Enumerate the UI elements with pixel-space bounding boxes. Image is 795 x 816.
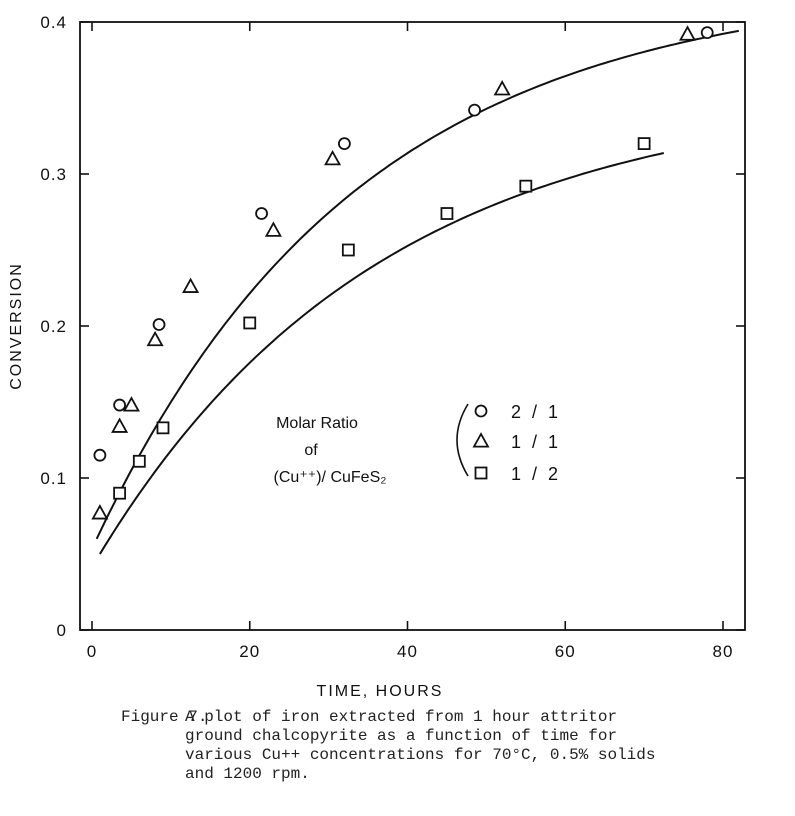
data-point-circle (152, 318, 166, 331)
trend-curve-2 (99, 152, 665, 555)
x-tick-label: 40 (397, 642, 418, 661)
plot-border (79, 21, 746, 631)
y-axis-title: CONVERSION (8, 262, 25, 390)
legend: Molar Ratio of (Cu⁺⁺)/ CuFeS₂ 2 / 1 1 / 1… (274, 402, 561, 486)
legend-title-line1: Molar Ratio (276, 415, 358, 432)
data-point-triangle (122, 396, 140, 412)
data-point-square (113, 486, 127, 500)
data-point-square (519, 179, 533, 193)
data-point-circle (700, 26, 714, 40)
data-point-square (156, 421, 170, 435)
y-tick-label: 0.4 (40, 13, 67, 32)
caption-text: A plot of iron extracted from 1 hour att… (185, 708, 656, 783)
legend-label: 2 / 1 (511, 402, 561, 422)
legend-marker-triangle (472, 432, 490, 448)
x-axis-title: TIME, HOURS (317, 683, 444, 700)
legend-marker-square (474, 466, 488, 480)
x-tick-label: 20 (239, 642, 260, 661)
data-point-square (341, 243, 355, 257)
legend-marker-circle (474, 404, 488, 418)
y-tick-label: 0.1 (40, 469, 67, 488)
data-point-triangle (91, 504, 109, 520)
y-tick-label: 0.2 (40, 317, 67, 336)
data-point-circle (255, 207, 268, 220)
tick-labels: 0 20 40 60 80 0 0.1 0.2 0.3 0.4 (40, 13, 734, 661)
data-point-triangle (264, 221, 282, 237)
chart-area: 0 20 40 60 80 0 0.1 0.2 0.3 0.4 TIME, HOURS CONVE… (8, 13, 746, 700)
y-tick-label: 0 (57, 621, 67, 640)
legend-title-line3: (Cu⁺⁺)/ CuFeS₂ (274, 469, 387, 486)
legend-label: 1 / 1 (511, 432, 561, 452)
data-point-triangle (146, 330, 164, 347)
data-point-triangle (678, 25, 697, 41)
y-tick-label: 0.3 (40, 165, 67, 184)
x-tick-label: 0 (87, 642, 97, 661)
data-point-square (637, 137, 651, 151)
data-point-triangle (324, 149, 342, 166)
legend-label: 1 / 2 (511, 464, 561, 484)
legend-brace (456, 403, 469, 477)
x-tick-label: 80 (713, 642, 734, 661)
caption-label: Figure 7. (121, 708, 208, 726)
data-point-square (440, 207, 454, 220)
fitted-curves (95, 29, 739, 555)
data-point-square (132, 454, 146, 468)
data-point-circle (337, 137, 351, 151)
trend-curve-1 (95, 29, 739, 540)
data-point-circle (468, 103, 481, 117)
data-point-triangle (493, 80, 511, 96)
plot-frame (79, 21, 746, 631)
legend-title-line2: of (304, 442, 318, 459)
data-point-circle (113, 398, 127, 412)
data-point-square (243, 316, 257, 330)
x-tick-label: 60 (555, 642, 576, 661)
data-point-triangle (111, 417, 129, 433)
data-point-circle (93, 448, 107, 462)
data-markers (91, 25, 714, 520)
data-point-triangle (182, 277, 200, 293)
